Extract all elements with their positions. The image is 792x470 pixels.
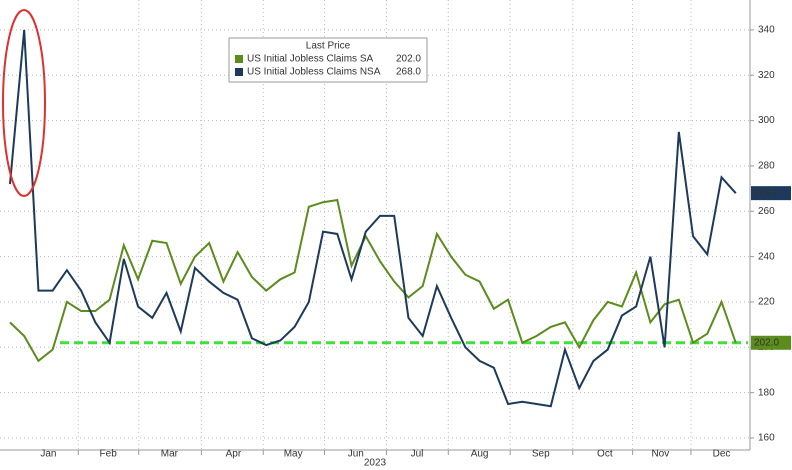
- x-tick-label: Jan: [40, 449, 56, 460]
- x-axis-label: 2023: [364, 458, 387, 469]
- legend: Last Price US Initial Jobless Claims SA 2…: [228, 37, 428, 83]
- x-tick-label: Apr: [226, 449, 242, 460]
- legend-value: 268.0: [396, 67, 421, 78]
- legend-box: [228, 37, 428, 83]
- legend-label: US Initial Jobless Claims NSA: [247, 67, 381, 78]
- last-value-tag-label: 202.0: [754, 337, 779, 348]
- legend-value: 202.0: [396, 54, 421, 65]
- x-tick-label: Dec: [713, 449, 731, 460]
- axis: 160180200220240260280300320340JanFebMarA…: [0, 0, 791, 460]
- y-tick-label: 180: [758, 387, 775, 398]
- legend-title: Last Price: [306, 41, 351, 52]
- highlight-ellipse: [2, 9, 46, 197]
- x-tick-label: Aug: [471, 449, 489, 460]
- y-tick-label: 160: [758, 433, 775, 444]
- legend-swatch: [235, 68, 243, 76]
- last-value-tag-label: 268.0: [754, 188, 779, 199]
- y-tick-label: 340: [758, 25, 775, 36]
- series-line: [9, 198, 737, 363]
- x-tick-label: Sep: [532, 449, 550, 460]
- x-tick-label: May: [284, 449, 303, 460]
- x-tick-label: Jul: [411, 449, 424, 460]
- x-tick-label: Mar: [161, 449, 179, 460]
- x-tick-label: Oct: [597, 449, 613, 460]
- x-tick-label: Jun: [348, 449, 364, 460]
- plot: [8, 29, 748, 408]
- y-tick-label: 220: [758, 297, 775, 308]
- y-tick-label: 320: [758, 70, 775, 81]
- x-tick-label: Nov: [651, 449, 669, 460]
- legend-swatch: [235, 55, 243, 63]
- y-tick-label: 240: [758, 251, 775, 262]
- y-tick-label: 260: [758, 206, 775, 217]
- x-tick-label: Feb: [100, 449, 118, 460]
- legend-label: US Initial Jobless Claims SA: [247, 54, 373, 65]
- y-tick-label: 300: [758, 115, 775, 126]
- last-value-tag: [751, 335, 791, 350]
- series-line: [8, 29, 737, 408]
- last-value-tag: [751, 186, 791, 201]
- y-tick-label: 280: [758, 161, 775, 172]
